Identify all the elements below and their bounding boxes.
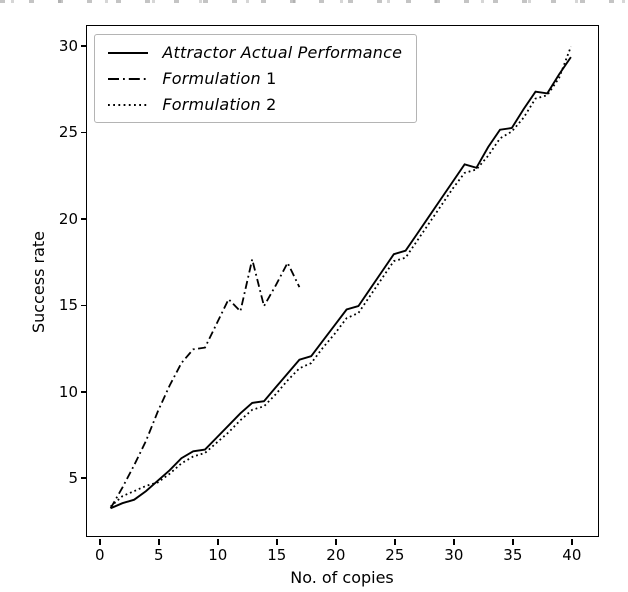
- solid-line-sample-icon: [108, 51, 149, 54]
- legend-item-formulation-2: Formulation 2: [107, 95, 402, 114]
- x-tick-15: [276, 538, 278, 545]
- x-axis-label: No. of copies: [290, 568, 394, 587]
- y-tick-label-5: 5: [68, 469, 78, 488]
- y-tick-10: [80, 390, 87, 393]
- plot-area: Attractor Actual Performance Formulation …: [86, 25, 600, 538]
- y-tick-20: [80, 218, 87, 220]
- series-line-attractor-actual-performance: [110, 56, 573, 510]
- dotted-line-sample-icon: [108, 103, 149, 106]
- x-tick-0: [99, 538, 101, 545]
- x-tick-40: [571, 538, 573, 545]
- x-tick-35: [512, 538, 514, 545]
- dashdot-line-sample-icon: [108, 77, 149, 80]
- series-line-formulation-1: [110, 259, 301, 510]
- chart-lines: [110, 46, 573, 510]
- x-tick-label-30: 30: [444, 546, 464, 564]
- x-tick-label-15: 15: [267, 546, 287, 564]
- y-tick-label-25: 25: [58, 123, 78, 142]
- x-tick-label-40: 40: [562, 546, 582, 564]
- y-tick-label-15: 15: [58, 296, 78, 315]
- legend-item-formulation-1: Formulation 1: [107, 69, 402, 88]
- x-tick-label-5: 5: [154, 546, 164, 564]
- x-tick-label-25: 25: [385, 546, 405, 564]
- x-tick-10: [217, 538, 219, 545]
- legend: Attractor Actual Performance Formulation …: [94, 34, 418, 124]
- legend-label: Formulation 1: [162, 69, 277, 89]
- y-tick-30: [80, 45, 87, 47]
- x-tick-25: [394, 538, 396, 545]
- x-tick-label-35: 35: [503, 546, 523, 564]
- clipped-caption-strip: [0, 0, 628, 3]
- x-tick-label-20: 20: [326, 546, 346, 564]
- legend-item-attractor-actual-performance: Attractor Actual Performance: [107, 43, 402, 62]
- x-tick-label-0: 0: [95, 546, 105, 564]
- y-axis-label: Success rate: [29, 231, 48, 333]
- x-tick-label-10: 10: [208, 546, 228, 564]
- y-tick-label-30: 30: [58, 37, 78, 56]
- y-tick-label-10: 10: [58, 382, 78, 401]
- series-line-formulation-2: [110, 46, 573, 508]
- y-tick-25: [80, 131, 87, 134]
- y-tick-label-20: 20: [58, 209, 78, 228]
- y-tick-15: [80, 304, 87, 307]
- y-tick-5: [80, 477, 87, 479]
- legend-label: Formulation 2: [162, 95, 277, 115]
- x-tick-20: [335, 538, 337, 545]
- x-tick-5: [158, 538, 160, 545]
- legend-label: Attractor Actual Performance: [162, 43, 403, 63]
- x-tick-30: [453, 538, 455, 545]
